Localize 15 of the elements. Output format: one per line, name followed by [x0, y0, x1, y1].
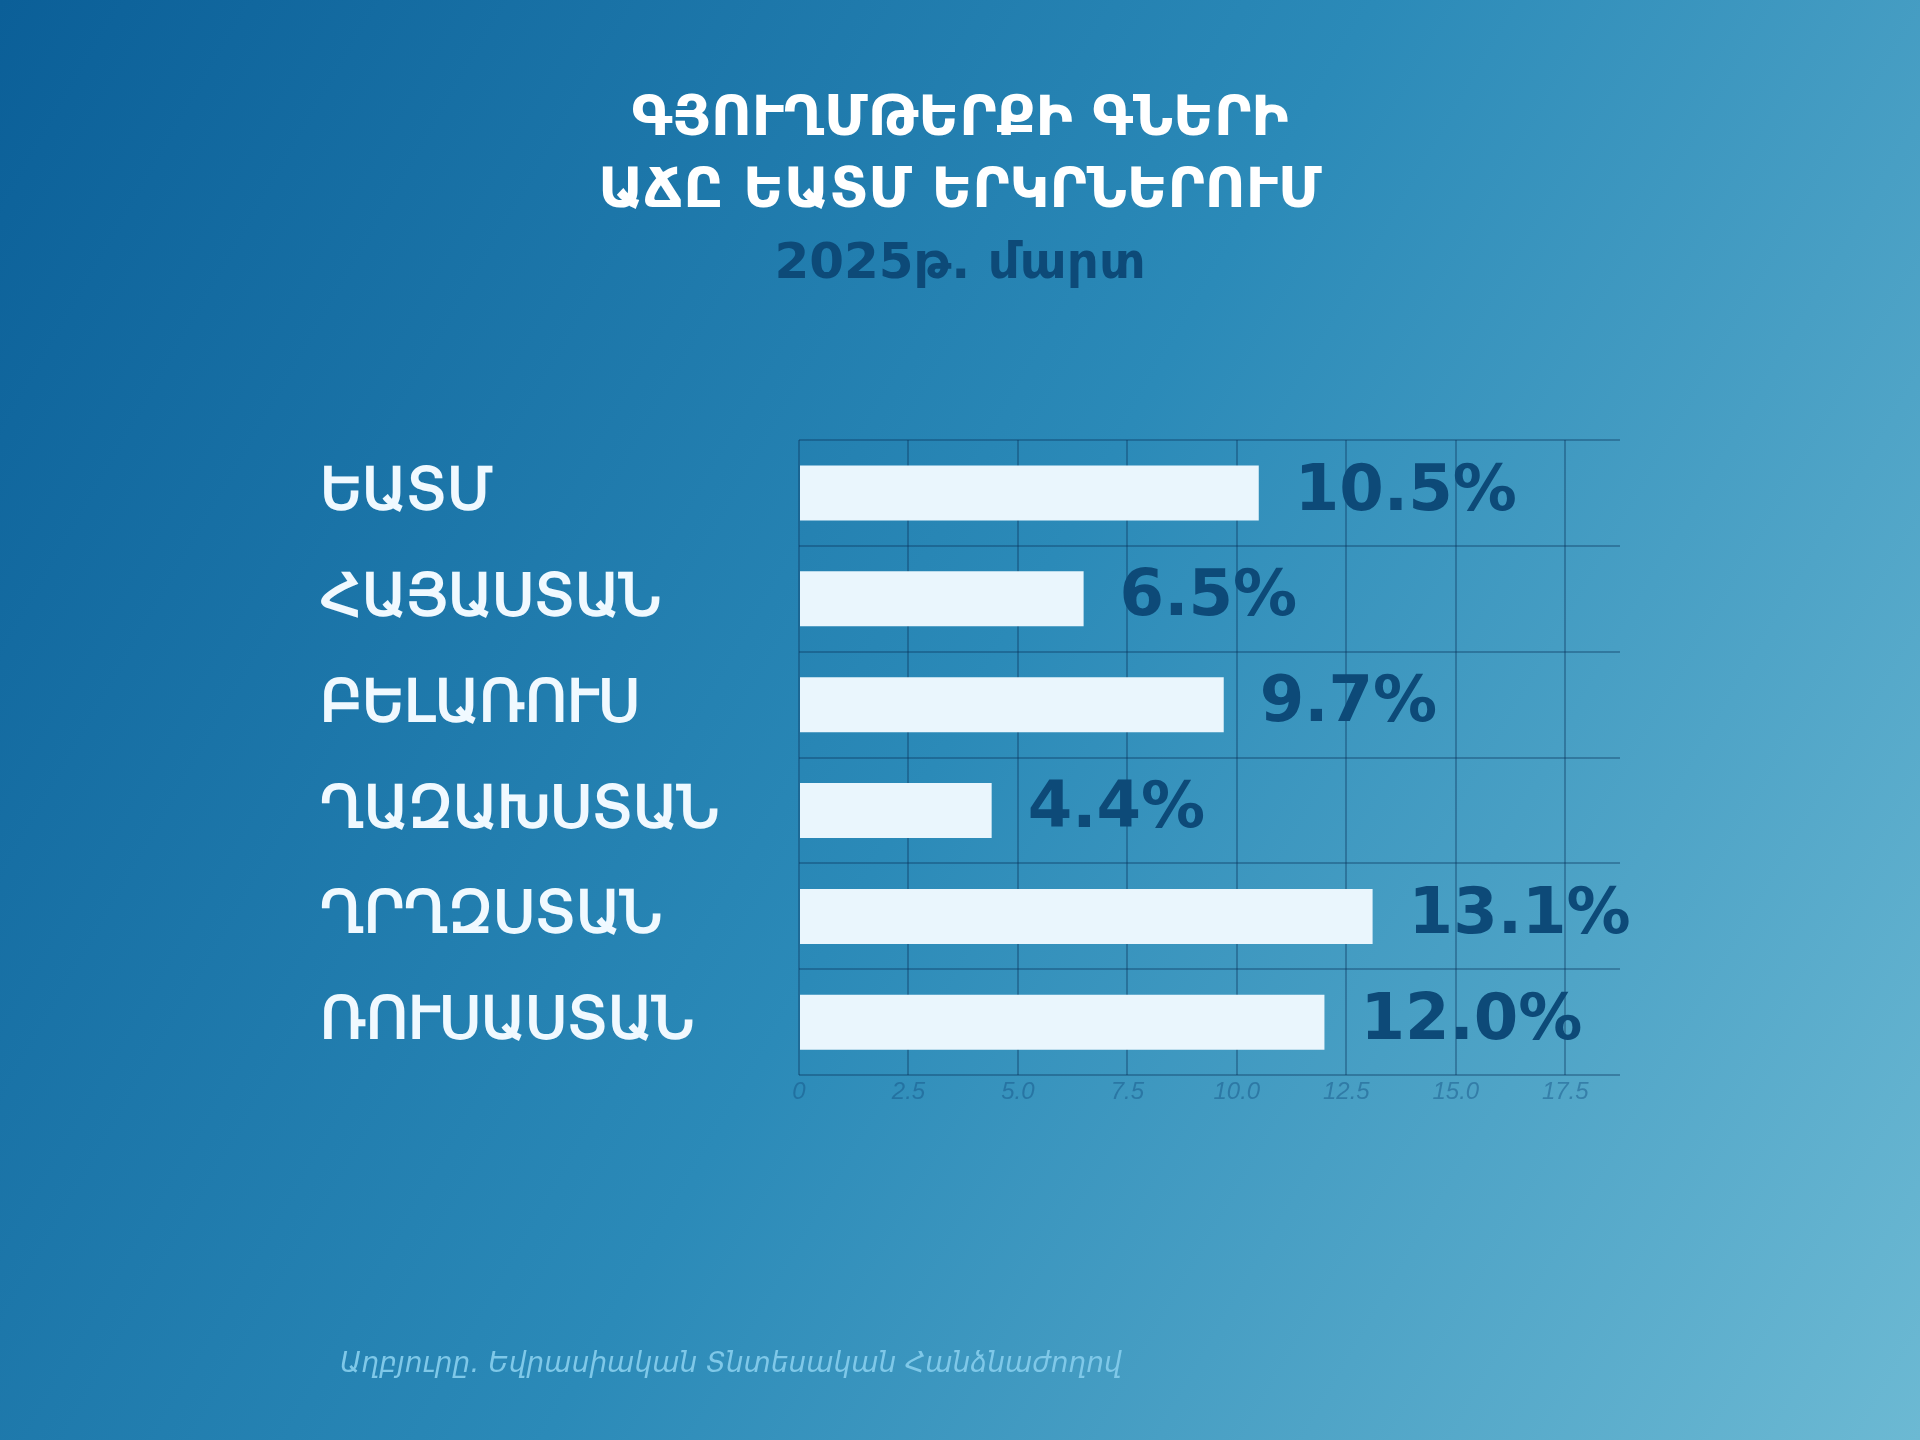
y-tick-label: ՌՈՒՍԱՍՏԱՆ: [320, 985, 694, 1051]
y-tick-label: ԲԵԼԱՌՈՒՍ: [320, 667, 640, 733]
y-tick-label: ՂՐՂԶՍՏԱՆ: [320, 879, 662, 945]
data-label: 10.5%: [1294, 450, 1517, 525]
chart-subtitle: 2025թ. մարտ: [773, 232, 1147, 290]
data-label: 4.4%: [1027, 768, 1206, 843]
data-label: 12.0%: [1360, 979, 1583, 1054]
data-label: 6.5%: [1119, 556, 1298, 631]
y-tick-label: ԵԱՏՄ: [320, 455, 493, 521]
y-tick-label: ՂԱԶԱԽՍՏԱՆ: [320, 773, 719, 839]
y-tick-label: ՀԱՅԱՍՏԱՆ: [320, 561, 661, 627]
data-label: 13.1%: [1408, 874, 1631, 949]
chart-title: ԳՅՈՒՂՄԹԵՐՔԻ ԳՆԵՐԻ ԱՃԸ ԵԱՏՄ ԵՐԿՐՆԵՐՈՒՄ: [597, 82, 1323, 222]
text: Աղբյուրը․ Եվրասիական Տնտեսական Հանձնաժողով: [340, 1346, 1122, 1379]
data-label: 9.7%: [1259, 662, 1438, 737]
